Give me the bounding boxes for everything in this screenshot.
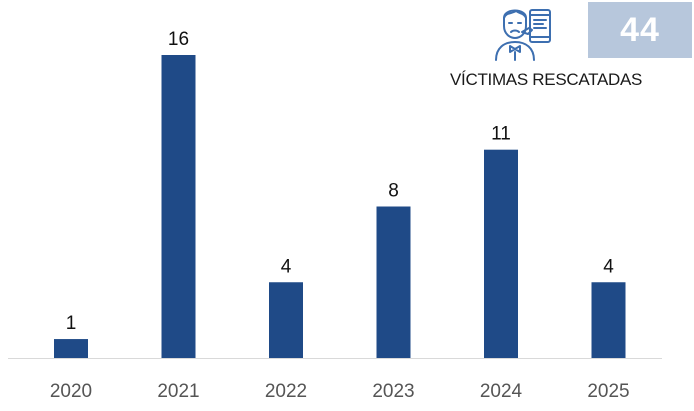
x-tick-label-2023: 2023 — [372, 381, 414, 402]
data-label-2023: 8 — [388, 181, 399, 202]
total-value: 44 — [620, 10, 660, 49]
x-tick-label-2020: 2020 — [50, 381, 92, 402]
data-label-2020: 1 — [66, 313, 77, 334]
data-label-2025: 4 — [603, 256, 614, 277]
total-label: VÍCTIMAS RESCATADAS — [450, 70, 643, 89]
bar-2024 — [484, 149, 518, 358]
data-label-2021: 16 — [168, 29, 189, 50]
bar-2023 — [376, 206, 411, 358]
bar-2025 — [591, 282, 626, 358]
x-tick-label-2021: 2021 — [157, 381, 199, 402]
data-label-2024: 11 — [491, 124, 511, 145]
total-badge: 44 — [588, 2, 692, 58]
x-tick-label-2022: 2022 — [265, 381, 307, 402]
bar-2020 — [54, 339, 88, 358]
data-label-2022: 4 — [281, 256, 292, 277]
x-tick-label-2024: 2024 — [480, 381, 523, 402]
bar-2022 — [269, 282, 303, 358]
x-tick-label-2025: 2025 — [587, 381, 629, 402]
victim-icon — [495, 9, 551, 61]
bar-2021 — [161, 55, 196, 358]
